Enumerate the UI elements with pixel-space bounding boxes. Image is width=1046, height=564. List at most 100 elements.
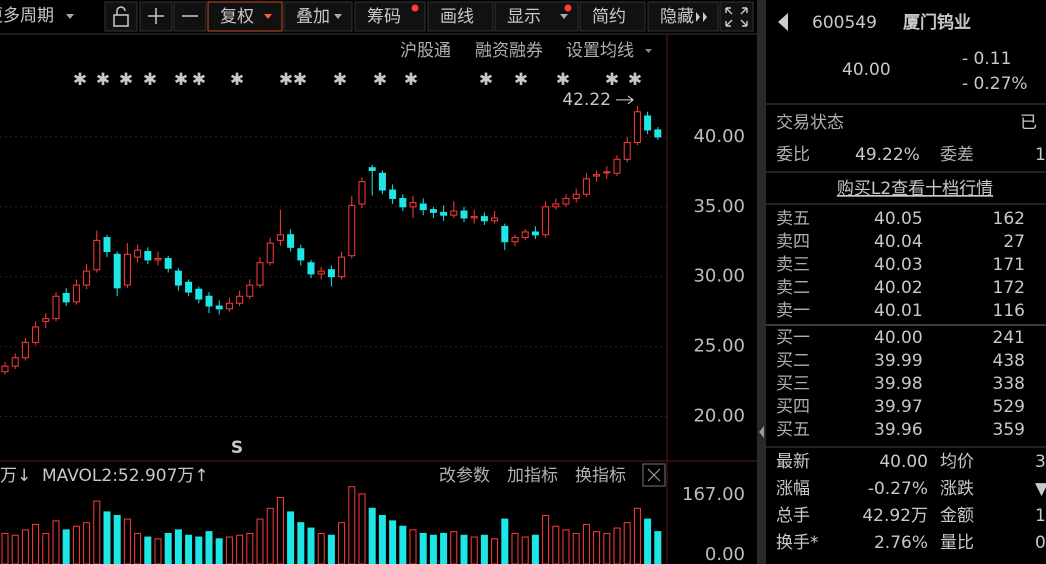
candle-body	[654, 129, 662, 138]
candle-body	[123, 253, 131, 286]
volume-bar	[317, 532, 325, 564]
candle-body	[562, 197, 570, 205]
stat-value: 40.00	[879, 452, 928, 472]
volume-bar	[440, 532, 448, 564]
volume-bar	[174, 529, 182, 564]
volume-bar	[480, 534, 488, 564]
volume-bar	[93, 500, 101, 564]
candle-body	[195, 288, 203, 300]
event-marker: ✱	[404, 70, 418, 90]
candle-body	[236, 295, 244, 304]
order-volume: 241	[993, 328, 1025, 348]
candle-body	[164, 258, 172, 269]
volume-unit: 万↓	[0, 466, 31, 486]
chart-option[interactable]: 设置均线	[566, 41, 634, 61]
volume-bar	[32, 523, 40, 564]
stat-value: 0	[1035, 533, 1046, 553]
toolbar-button[interactable]	[427, 1, 494, 32]
volume-bar	[52, 520, 60, 564]
candle-body	[440, 211, 448, 216]
volume-bar	[185, 534, 193, 564]
volume-bar	[582, 523, 590, 564]
stat-label: 金额	[940, 506, 974, 526]
candle-body	[613, 158, 621, 174]
volume-bar	[603, 532, 611, 564]
order-level: 买一	[776, 328, 810, 348]
toolbar-label: 隐藏	[660, 7, 694, 27]
order-price: 40.01	[874, 301, 923, 321]
expand-icon	[696, 12, 707, 22]
fullscreen-button[interactable]	[719, 1, 754, 32]
stat-value: 39	[1035, 452, 1046, 472]
toolbar-button[interactable]	[579, 1, 646, 32]
volume-bar	[164, 532, 172, 564]
candle-body	[93, 239, 101, 271]
stat-label: 换手*	[776, 533, 819, 553]
order-volume: 162	[993, 209, 1025, 229]
order-price: 40.04	[874, 232, 923, 252]
candle-body	[32, 326, 40, 343]
candle-body	[1, 365, 9, 373]
volume-bar	[144, 536, 152, 564]
close-button[interactable]	[642, 463, 666, 487]
y-tick-label: 25.00	[693, 336, 745, 357]
toolbar-button[interactable]	[283, 1, 353, 32]
candle-body	[246, 284, 254, 297]
volume-bar	[123, 518, 131, 564]
volume-bar	[633, 507, 641, 564]
indicator-button[interactable]: 加指标	[507, 466, 558, 486]
event-marker: ✱	[628, 70, 642, 90]
period-button[interactable]: 更多周期	[0, 6, 54, 26]
volume-bar	[11, 534, 19, 564]
volume-bar	[623, 522, 631, 564]
candle-body	[521, 231, 529, 239]
candle-body	[429, 209, 437, 213]
zoom-out-button[interactable]	[173, 1, 207, 32]
toolbar-label: 复权	[220, 7, 254, 27]
order-volume: 438	[993, 351, 1025, 371]
ratio-value: 49.22%	[855, 145, 920, 165]
status-value: 已	[1020, 113, 1037, 133]
candle-body	[21, 341, 29, 359]
candle-body	[582, 178, 590, 195]
candle-body	[52, 295, 60, 320]
volume-bar	[470, 536, 478, 564]
candle-body	[103, 237, 111, 253]
volume-bar	[501, 518, 509, 564]
candle-body	[470, 216, 478, 219]
volume-bar	[327, 534, 335, 564]
candle-body	[287, 234, 295, 248]
back-arrow[interactable]	[778, 13, 788, 31]
l2-link[interactable]: 购买L2查看十档行情	[837, 179, 993, 199]
volume-bar	[154, 538, 162, 564]
event-marker: ✱	[479, 70, 493, 90]
notify-dot	[411, 4, 419, 12]
indicator-button[interactable]: 换指标	[575, 466, 626, 486]
volume-bar	[236, 534, 244, 564]
volume-bar	[287, 511, 295, 564]
order-level: 买二	[776, 351, 810, 371]
volume-bar	[429, 534, 437, 564]
volume-bar	[246, 532, 254, 564]
y-tick-label: 0.00	[705, 544, 745, 564]
candle-body	[572, 193, 580, 199]
volume-bar	[552, 525, 560, 564]
splitter[interactable]	[757, 0, 766, 564]
volume-bar	[378, 514, 386, 564]
order-level: 卖五	[776, 209, 810, 229]
candle-body	[368, 167, 376, 171]
candle-body	[134, 249, 142, 258]
chart-option[interactable]: 沪股通	[400, 41, 451, 61]
order-price: 40.00	[874, 328, 923, 348]
volume-bar	[358, 493, 366, 564]
volume-bar	[562, 529, 570, 564]
volume-bar	[113, 514, 121, 564]
volume-bar	[419, 532, 427, 564]
chart-option[interactable]: 融资融券	[475, 41, 543, 61]
indicator-button[interactable]: 改参数	[439, 466, 490, 486]
splitter-arrow[interactable]	[759, 426, 764, 438]
volume-bar	[103, 511, 111, 564]
candle-body	[644, 115, 652, 131]
dropdown-icon	[334, 14, 342, 19]
quote-panel	[766, 13, 1046, 448]
